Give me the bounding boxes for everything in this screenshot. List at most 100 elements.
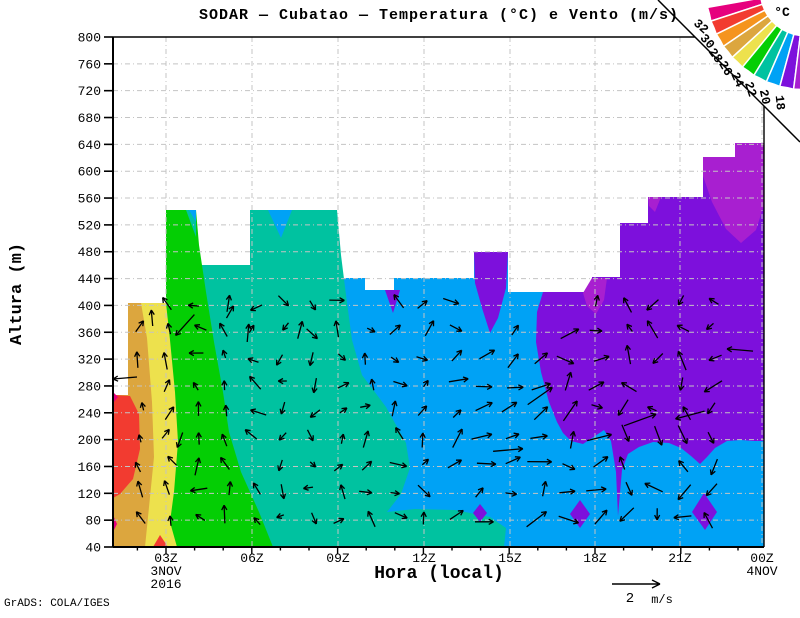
- wind-arrow: [530, 433, 548, 440]
- wind-arrow: [533, 406, 549, 421]
- wind-arrow: [653, 425, 664, 446]
- wind-arrow: [394, 512, 408, 520]
- wind-arrow: [279, 401, 286, 415]
- wind-arrow: [726, 346, 754, 353]
- x-date-label: 4NOV: [746, 564, 777, 579]
- axes-frame: 40 80 120 160 200 240 280 320 360 400 440 480 520 560…: [78, 31, 778, 593]
- contour-fills: [113, 143, 764, 547]
- wind-arrow: [187, 302, 200, 309]
- wind-arrow: [678, 377, 685, 391]
- wind-arrow: [333, 320, 340, 338]
- legend-wedge-coldpurple: [792, 34, 800, 91]
- wind-arrow: [165, 322, 173, 335]
- wind-arrow: [447, 459, 463, 469]
- wind-arrow: [706, 402, 716, 415]
- wind-arrow: [167, 455, 177, 466]
- wind-arrow: [619, 507, 635, 522]
- y-tick-label: 80: [85, 514, 101, 529]
- region-red-blob: [113, 395, 140, 498]
- region-coldpurple-small: [648, 197, 661, 212]
- x-axis-label: Hora (local): [374, 564, 504, 584]
- wind-vectors: [112, 294, 754, 529]
- wind-arrow: [505, 432, 520, 440]
- wind-arrow: [276, 512, 285, 519]
- wind-arrow: [282, 322, 290, 331]
- wind-arrow: [174, 314, 195, 337]
- legend-boundary-label: 18: [772, 95, 787, 111]
- wind-arrow: [245, 323, 252, 343]
- legend-unit-label: °C: [774, 5, 790, 20]
- wind-arrow: [676, 324, 690, 332]
- wind-arrow: [220, 433, 228, 447]
- wind-arrow: [624, 344, 632, 365]
- legend-boundary-label: 26: [715, 59, 735, 79]
- wind-arrow: [507, 384, 524, 391]
- wind-scale-value: 2: [626, 591, 634, 607]
- wind-arrow: [421, 458, 430, 466]
- wind-arrow: [361, 460, 373, 471]
- region-cyan-notch-1: [189, 210, 196, 222]
- wind-arrow: [244, 429, 258, 440]
- wind-arrow: [225, 305, 235, 319]
- wind-arrow: [189, 486, 208, 494]
- y-axis-label: Altura (m): [8, 242, 27, 346]
- y-tick-label: 320: [78, 353, 101, 368]
- x-tick-label: 09Z: [326, 551, 350, 566]
- wind-arrow: [705, 322, 714, 331]
- legend-boundary-label: 24: [727, 70, 746, 90]
- wind-arrow: [137, 434, 144, 443]
- x-tick-label: 18Z: [583, 551, 607, 566]
- wind-arrow: [593, 456, 609, 468]
- y-tick-label: 560: [78, 192, 101, 207]
- wind-arrow: [333, 463, 344, 472]
- wind-arrow: [297, 320, 305, 339]
- y-tick-label: 280: [78, 379, 101, 394]
- wind-arrow: [479, 349, 496, 360]
- wind-arrow: [420, 511, 427, 525]
- wind-arrow: [620, 381, 637, 393]
- wind-arrow: [675, 410, 705, 421]
- wind-arrow: [360, 403, 371, 410]
- wind-arrow: [527, 458, 553, 465]
- wind-arrow: [250, 408, 267, 416]
- wind-arrow: [279, 484, 287, 500]
- wind-arrow: [163, 480, 171, 495]
- wind-arrow: [587, 432, 613, 442]
- x-tick-label: 15Z: [498, 551, 522, 566]
- wind-arrow: [221, 349, 228, 359]
- y-tick-label: 800: [78, 31, 101, 46]
- wind-arrow: [709, 458, 719, 476]
- wind-arrow: [654, 508, 661, 521]
- wind-arrow: [339, 407, 348, 414]
- wind-arrow: [586, 486, 607, 493]
- wind-arrow: [309, 300, 317, 311]
- region-cyan-notch-2: [268, 210, 292, 238]
- wind-arrow: [677, 350, 687, 371]
- wind-arrow: [705, 483, 718, 497]
- x-date-label: 3NOV: [150, 564, 181, 579]
- wind-arrow: [625, 481, 633, 496]
- wind-arrow: [527, 386, 553, 406]
- wind-arrow: [361, 352, 369, 365]
- wind-arrow: [589, 327, 603, 334]
- wind-arrow: [471, 432, 493, 440]
- wind-arrow: [333, 517, 345, 524]
- gridlines: [113, 36, 764, 548]
- wind-arrow: [222, 404, 230, 417]
- y-tick-label: 720: [78, 84, 101, 99]
- wind-arrow: [451, 349, 463, 362]
- wind-arrow: [192, 381, 199, 391]
- y-tick-label: 400: [78, 299, 101, 314]
- wind-arrow: [678, 459, 689, 473]
- wind-arrow: [708, 354, 722, 362]
- y-tick-label: 600: [78, 165, 101, 180]
- wind-arrow: [452, 428, 463, 448]
- wind-arrow: [493, 445, 524, 453]
- wind-arrow: [139, 402, 146, 411]
- wind-arrow: [505, 490, 518, 497]
- wind-arrow: [277, 459, 284, 472]
- x-date-label: 2016: [150, 577, 181, 592]
- wind-arrow: [448, 376, 469, 383]
- wind-arrow: [526, 510, 548, 528]
- y-tick-label: 680: [78, 111, 101, 126]
